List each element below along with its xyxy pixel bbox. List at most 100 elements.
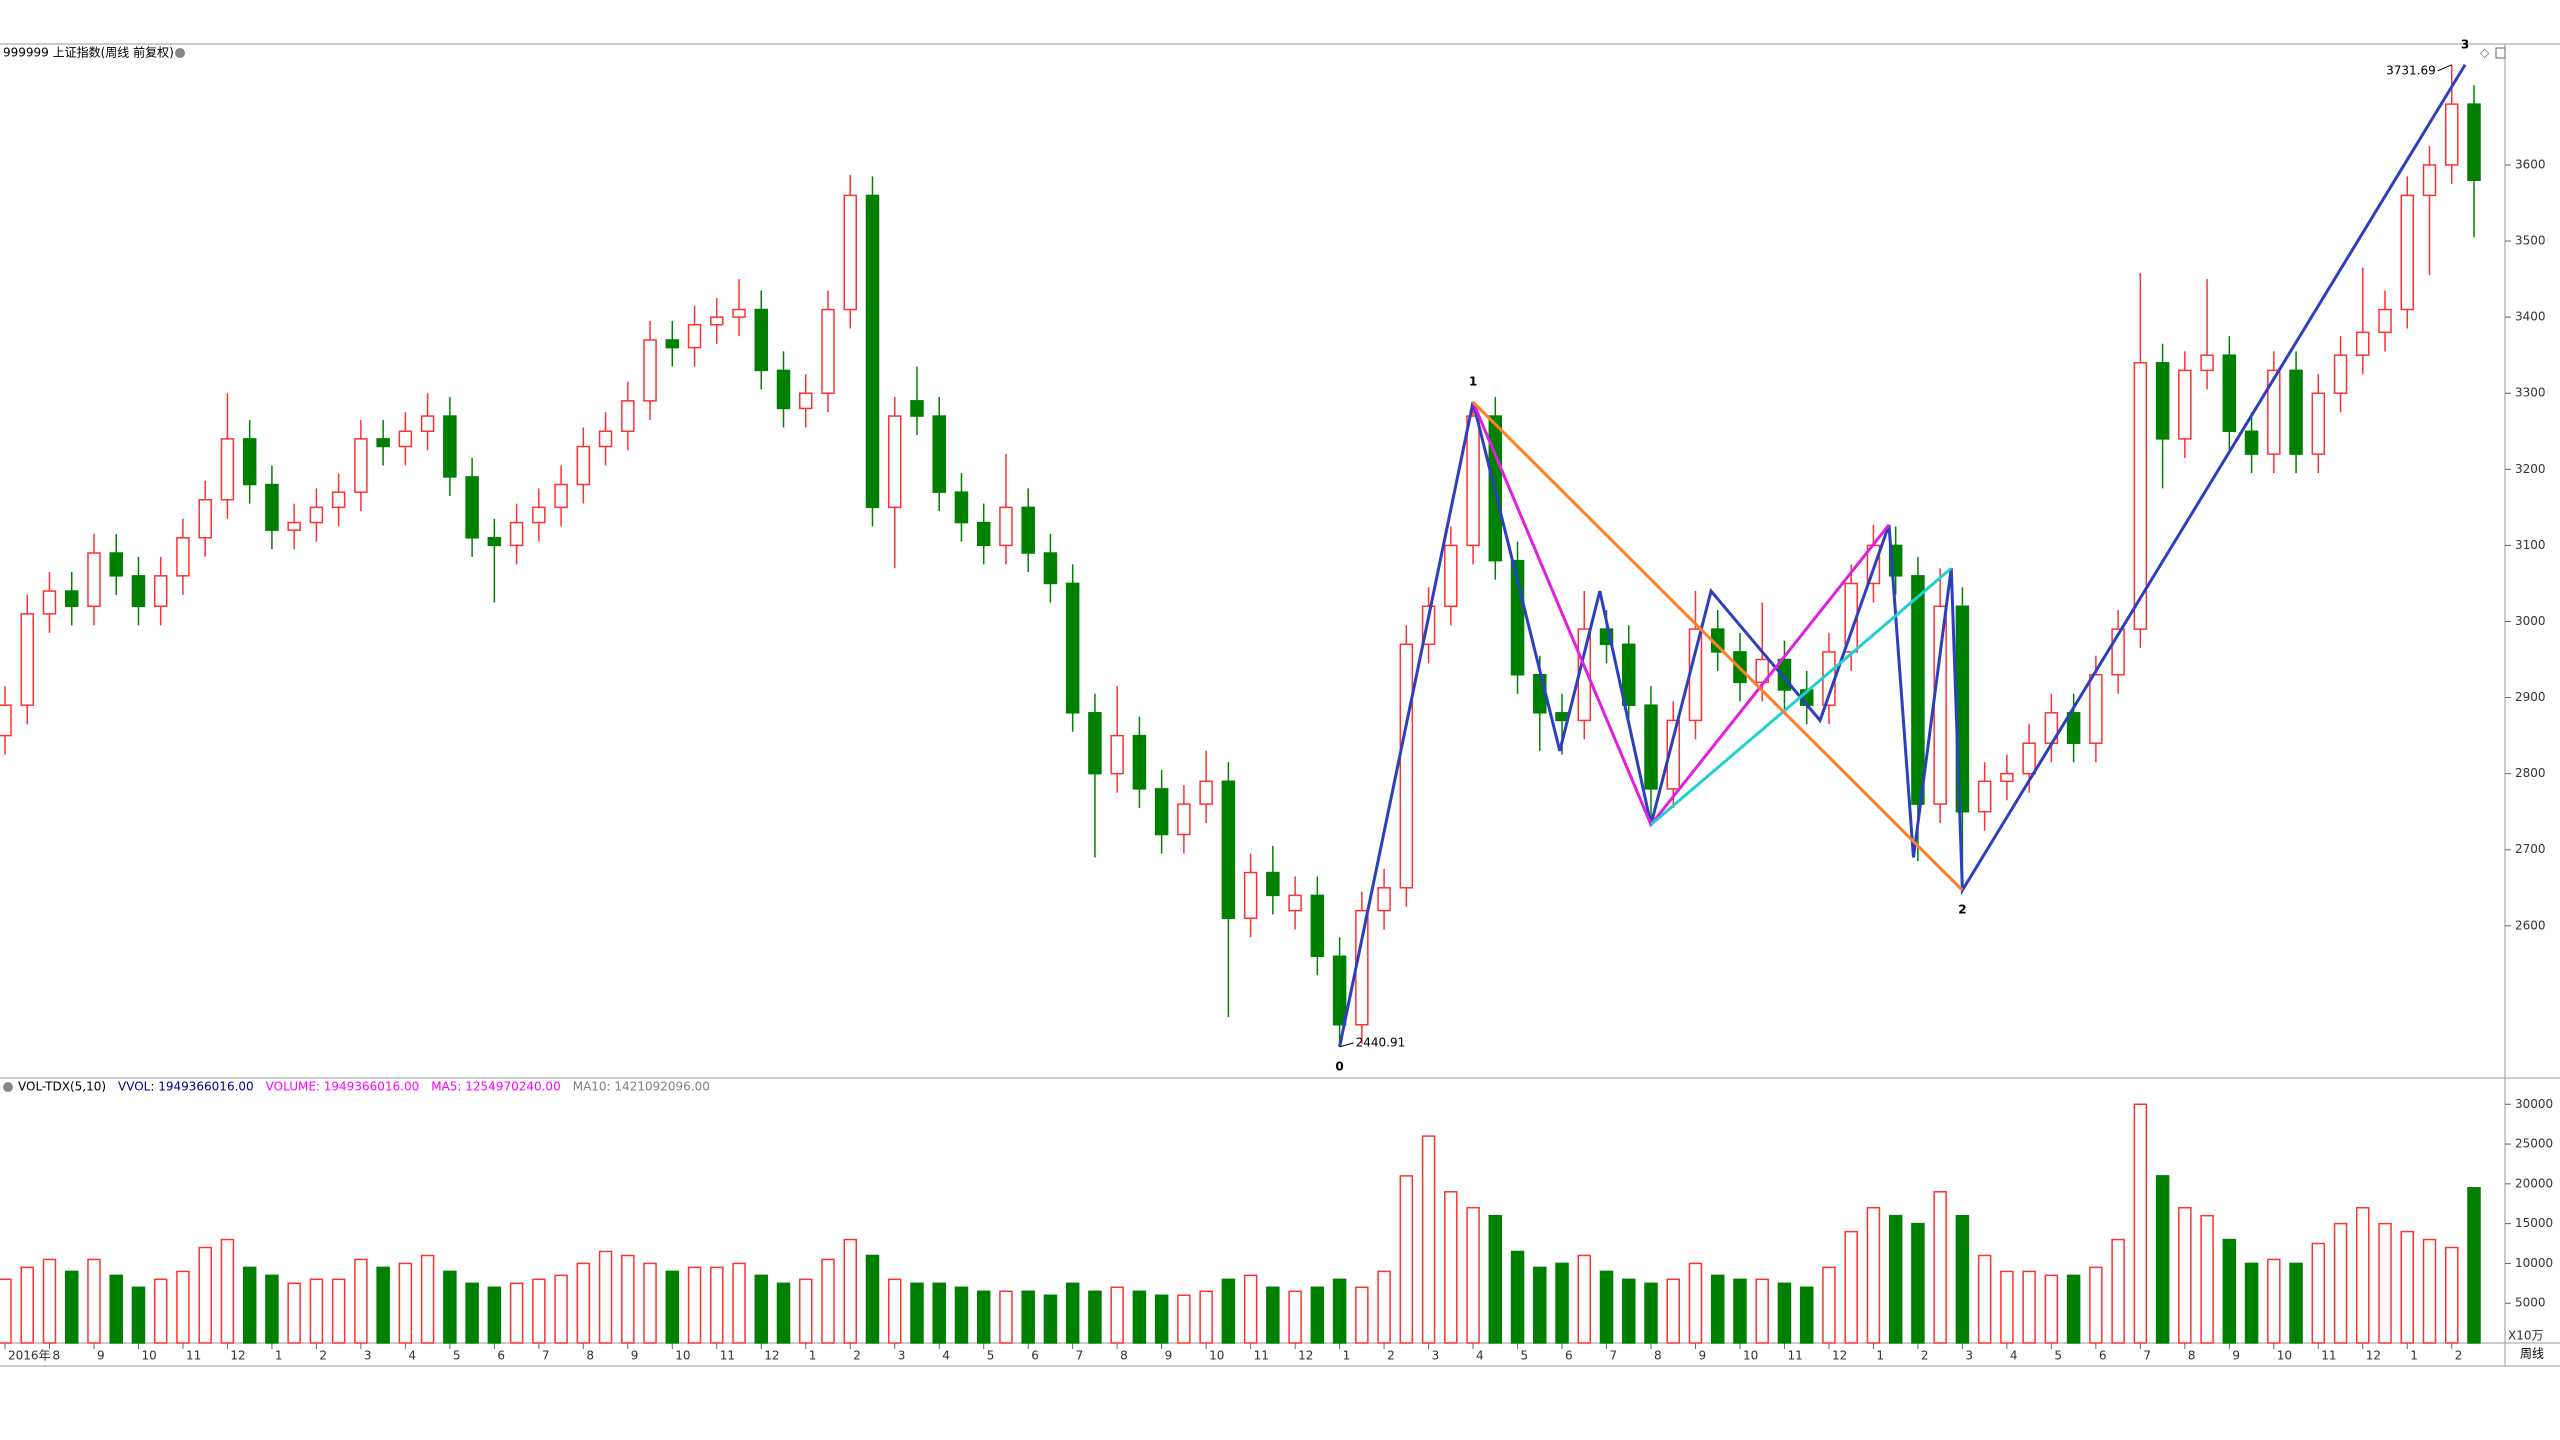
candle-body [198,499,212,539]
candle-body [242,438,257,486]
x-tick-label: 6 [497,1349,505,1363]
pivot-label: 1 [1469,375,1477,389]
volume-bar [843,1238,857,1344]
candle-body [287,521,301,531]
x-tick-label: 3 [1432,1349,1440,1363]
volume-bar [87,1258,101,1344]
volume-bar [443,1270,457,1344]
volume-bar [1577,1254,1592,1344]
x-tick-label: 5 [987,1349,995,1363]
volume-bar [2378,1222,2392,1344]
candle-body [1132,734,1147,790]
volume-bar [1710,1274,1725,1344]
x-tick-label: 7 [1610,1349,1618,1363]
volume-bar [2467,1187,2481,1344]
x-tick-label: 12 [1832,1349,1847,1363]
candle-body [2289,369,2303,455]
candle-body [1533,673,1547,714]
x-tick-label: 2 [1921,1349,1929,1363]
x-tick-label: 2 [1387,1349,1395,1363]
candle-body [2422,164,2437,197]
candle-body [2066,712,2081,744]
volume-bar [1132,1290,1147,1344]
x-tick-label: 12 [764,1349,779,1363]
volume-bar [1755,1278,1769,1344]
candle-body [1199,780,1213,805]
candle-body [799,392,813,410]
volume-bar [398,1262,413,1344]
volume-bar [910,1282,924,1344]
candle-body [532,506,546,524]
volume-bar [2222,1238,2237,1344]
x-tick-label: 5 [453,1349,461,1363]
indicator-legend: VOLUME: 1949366016.00 [266,1080,420,1094]
volume-bar [799,1278,813,1344]
x-tick-label: 8 [586,1349,594,1363]
x-tick-label: 5 [1521,1349,1529,1363]
x-tick-label: 11 [1254,1349,1269,1363]
x-tick-label: 9 [2232,1349,2240,1363]
volume-bar [1510,1250,1525,1344]
candle-body [843,194,857,311]
candle-body [2445,103,2459,166]
x-tick-label: 12 [1298,1349,1313,1363]
settings-icon[interactable] [175,48,185,58]
candle-body [1088,712,1102,775]
candle-body [1666,719,1680,790]
candle-body [1310,894,1325,958]
candle-body [643,339,657,402]
y-tick-label: 15000 [2515,1216,2553,1230]
x-tick-label: 5 [2054,1349,2062,1363]
volume-bar [198,1246,212,1344]
candle-body [331,491,346,509]
volume-bar [2422,1238,2437,1344]
volume-bar [621,1254,635,1344]
extreme-pointer [1339,1042,1354,1048]
x-tick-label: 9 [97,1349,105,1363]
pin-icon[interactable]: ◇ [2480,46,2490,60]
volume-bar [954,1286,969,1344]
volume-bar [2289,1262,2303,1344]
candle-body [2089,673,2103,744]
candle-body [1911,575,1925,805]
candle-body [0,704,12,737]
candle-body [2178,369,2192,440]
volume-bar [1777,1282,1792,1344]
y-tick-label: 2900 [2515,690,2546,704]
volume-bar [220,1238,235,1344]
x-tick-label: 6 [1565,1349,1573,1363]
x-tick-label: 1 [1876,1349,1884,1363]
volume-bar [1866,1206,1881,1344]
volume-bar [1599,1270,1614,1344]
volume-bar [1377,1270,1391,1344]
candle-body [2467,103,2481,181]
candle-body [2155,362,2170,440]
volume-bar [1977,1254,1992,1344]
candle-body [1644,704,1658,790]
x-tick-label: 4 [942,1349,950,1363]
candle-body [1977,780,1992,813]
candle-body [87,552,101,608]
candle-body [910,400,924,417]
window-icon[interactable] [2495,47,2506,59]
volume-bar [176,1270,190,1344]
x-tick-label: 2 [853,1349,861,1363]
y-tick-label: 3100 [2515,538,2546,552]
indicator-icon[interactable] [3,1082,13,1092]
volume-bar [2267,1258,2281,1344]
extreme-pointer [2437,64,2452,72]
candle-body [821,308,835,394]
x-tick-label: 6 [2099,1349,2107,1363]
low-label: 2440.91 [1356,1035,1406,1049]
volume-bar [1332,1278,1347,1344]
volume-bar [932,1282,946,1344]
x-tick-label: 9 [631,1349,639,1363]
candle-body [176,537,190,577]
volume-bar [999,1290,1013,1344]
volume-bar [1799,1286,1814,1344]
y-tick-label: 25000 [2515,1137,2553,1151]
candle-body [1243,871,1258,919]
x-tick-label: 8 [2188,1349,2196,1363]
